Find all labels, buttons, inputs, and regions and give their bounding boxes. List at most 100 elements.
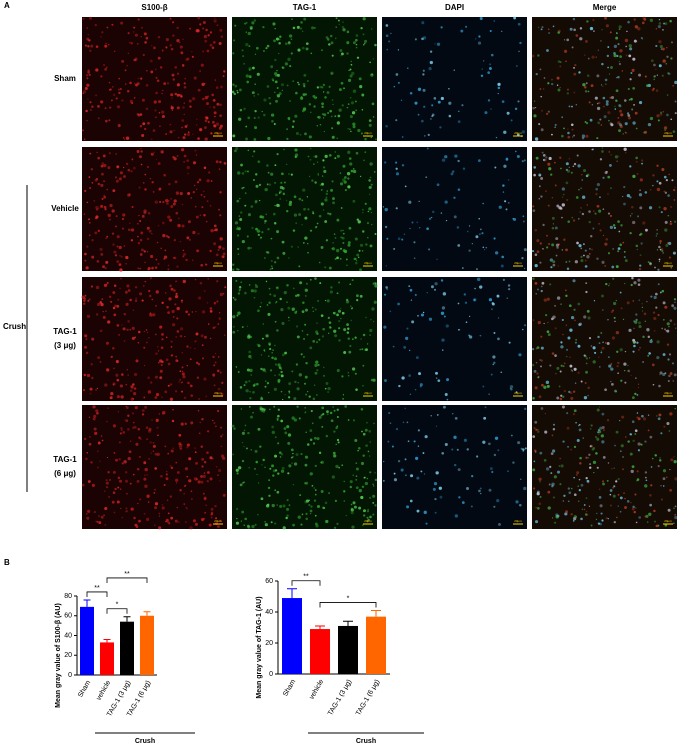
cell <box>105 479 108 482</box>
cell <box>284 62 288 66</box>
cell <box>358 249 361 252</box>
cell <box>282 526 286 530</box>
cell <box>316 222 319 225</box>
cell <box>346 323 349 327</box>
cell <box>583 504 586 506</box>
cell <box>367 508 370 511</box>
cell <box>197 410 200 412</box>
cell <box>543 322 545 325</box>
cell <box>289 200 293 204</box>
cell <box>573 445 577 449</box>
cell <box>303 207 306 211</box>
cell <box>241 459 245 463</box>
cell <box>331 180 334 183</box>
cell <box>87 45 90 48</box>
cell <box>409 393 412 395</box>
cell <box>586 173 590 177</box>
cell <box>611 336 615 340</box>
cell <box>564 289 567 292</box>
cell <box>560 303 562 305</box>
cell <box>346 171 351 176</box>
cell <box>344 176 347 179</box>
cell <box>118 333 121 336</box>
cell <box>95 177 99 181</box>
cell <box>616 350 619 353</box>
cell <box>563 238 566 241</box>
cell <box>139 498 142 501</box>
cell <box>534 106 537 109</box>
cell <box>558 385 561 388</box>
cell <box>264 520 267 523</box>
cell <box>560 464 564 468</box>
cell <box>406 505 410 509</box>
cell <box>120 427 123 430</box>
cell <box>435 471 439 475</box>
x-tick-label: Sham <box>282 678 297 697</box>
cell <box>386 288 389 291</box>
cell <box>341 236 345 240</box>
cell <box>108 152 111 155</box>
cell <box>141 248 144 252</box>
cell <box>215 86 219 89</box>
cell <box>107 320 111 324</box>
cell <box>316 86 320 89</box>
cell <box>158 111 161 114</box>
cell <box>88 73 91 76</box>
cell <box>505 157 509 161</box>
cell <box>365 348 368 352</box>
cell <box>673 459 677 464</box>
cell <box>199 23 202 26</box>
cell <box>151 232 153 235</box>
cell <box>507 179 510 181</box>
cell <box>612 248 614 250</box>
cell <box>674 505 677 508</box>
cell <box>610 380 612 383</box>
cell <box>539 68 542 71</box>
cell <box>273 123 276 126</box>
cell <box>363 42 366 45</box>
cell <box>126 369 128 371</box>
cell <box>583 315 587 319</box>
cell <box>255 460 259 464</box>
cell <box>613 467 615 469</box>
cell <box>537 428 539 431</box>
cell <box>198 398 200 400</box>
cell <box>441 338 445 342</box>
cell <box>175 211 179 215</box>
cell <box>539 88 542 90</box>
cell <box>619 510 622 513</box>
cell <box>637 349 640 351</box>
cell <box>508 341 511 344</box>
cell <box>276 94 281 98</box>
cell <box>148 427 152 431</box>
cell <box>343 180 347 184</box>
cell <box>129 81 132 85</box>
cell <box>340 307 342 310</box>
cell <box>561 134 564 138</box>
cell <box>144 261 146 264</box>
cell <box>150 381 153 384</box>
cell <box>122 166 125 169</box>
cell <box>634 433 637 435</box>
cell <box>287 173 290 175</box>
cell <box>342 164 346 168</box>
cell <box>257 309 260 313</box>
cell <box>118 263 122 267</box>
cell <box>218 126 222 130</box>
cell <box>622 133 625 135</box>
cell <box>203 213 206 217</box>
cell <box>189 358 192 361</box>
cell <box>569 356 571 359</box>
cell <box>559 397 563 401</box>
cell <box>338 108 342 112</box>
cell <box>143 330 146 333</box>
cell <box>480 74 484 77</box>
cell <box>201 82 205 86</box>
cell <box>576 439 580 443</box>
cell <box>662 372 666 377</box>
cell <box>349 485 353 489</box>
cell <box>290 448 294 452</box>
cell <box>662 28 664 31</box>
cell <box>658 245 661 249</box>
cell <box>275 99 278 103</box>
